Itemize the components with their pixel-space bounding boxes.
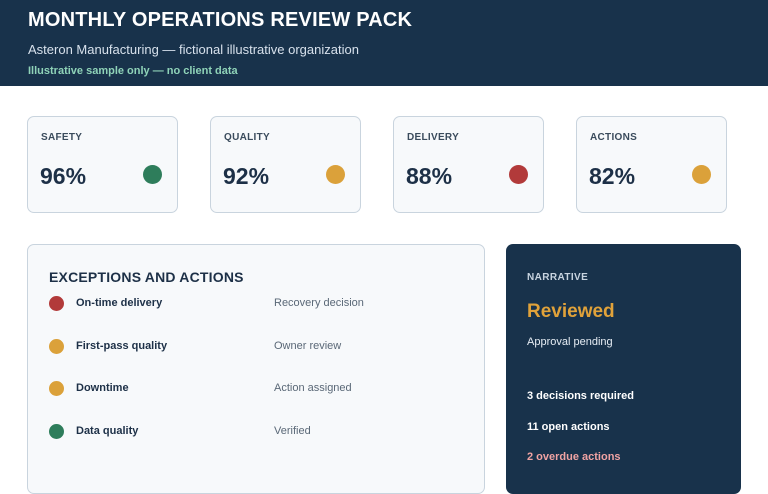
status-dot-icon [326, 165, 345, 184]
exception-name: Data quality [76, 425, 139, 437]
narrative-panel: NARRATIVE Reviewed Approval pending 3 de… [506, 244, 741, 494]
exception-status: Recovery decision [274, 297, 364, 309]
page-title: MONTHLY OPERATIONS REVIEW PACK [28, 9, 413, 31]
kpi-label: QUALITY [224, 132, 270, 143]
kpi-card-delivery: DELIVERY 88% [393, 116, 544, 213]
kpi-label: DELIVERY [407, 132, 460, 143]
exception-status: Owner review [274, 340, 342, 352]
exception-name: Downtime [76, 382, 129, 394]
decisions-required: 3 decisions required [527, 390, 634, 402]
status-dot-icon [49, 339, 64, 354]
exception-row: Data quality Verified [28, 421, 484, 445]
exceptions-heading: EXCEPTIONS AND ACTIONS [49, 269, 244, 285]
kpi-value: 96% [40, 163, 87, 189]
sample-note: Illustrative sample only — no client dat… [28, 65, 238, 77]
kpi-label: SAFETY [41, 132, 83, 143]
kpi-value: 82% [589, 163, 636, 189]
exception-status: Action assigned [274, 382, 352, 394]
status-dot-icon [49, 381, 64, 396]
kpi-card-quality: QUALITY 92% [210, 116, 361, 213]
page-subtitle: Asteron Manufacturing — fictional illust… [28, 42, 359, 57]
exception-name: First-pass quality [76, 340, 168, 352]
status-dot-icon [692, 165, 711, 184]
exceptions-panel: EXCEPTIONS AND ACTIONS On-time delivery … [27, 244, 485, 494]
exception-name: On-time delivery [76, 297, 163, 309]
status-dot-icon [49, 296, 64, 311]
status-dot-icon [143, 165, 162, 184]
page-header: MONTHLY OPERATIONS REVIEW PACK Asteron M… [0, 0, 768, 86]
kpi-label: ACTIONS [590, 132, 638, 143]
overdue-actions: 2 overdue actions [527, 451, 621, 463]
exception-row: Downtime Action assigned [28, 378, 484, 402]
exception-status: Verified [274, 425, 311, 437]
kpi-card-actions: ACTIONS 82% [576, 116, 727, 213]
narrative-state: Reviewed [527, 301, 615, 322]
exception-row: First-pass quality Owner review [28, 336, 484, 360]
kpi-value: 88% [406, 163, 453, 189]
open-actions: 11 open actions [527, 421, 610, 433]
kpi-value: 92% [223, 163, 270, 189]
status-dot-icon [49, 424, 64, 439]
narrative-label: NARRATIVE [527, 272, 589, 283]
exception-row: On-time delivery Recovery decision [28, 293, 484, 317]
kpi-card-safety: SAFETY 96% [27, 116, 178, 213]
narrative-substate: Approval pending [527, 336, 613, 348]
status-dot-icon [509, 165, 528, 184]
